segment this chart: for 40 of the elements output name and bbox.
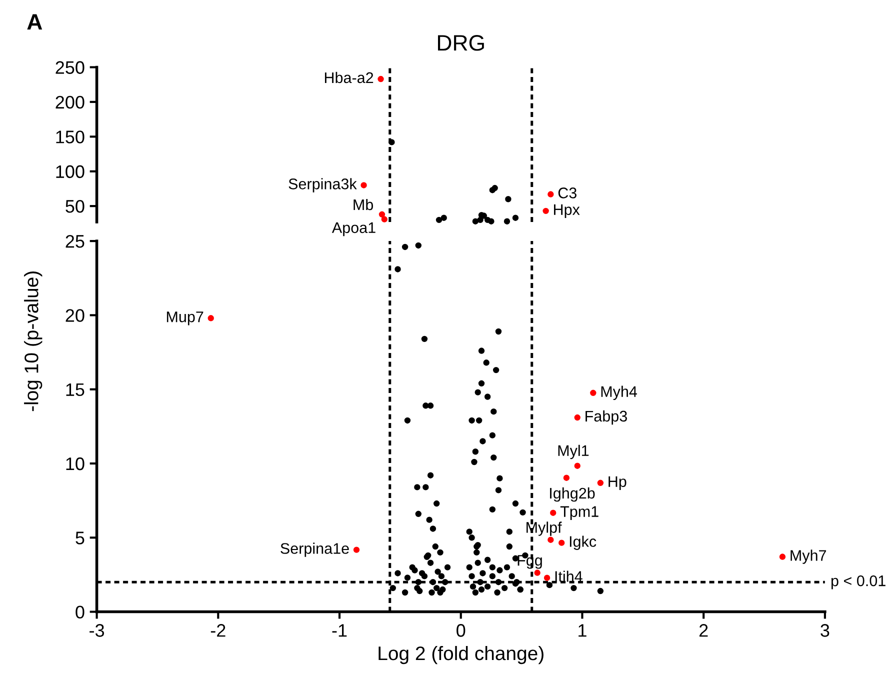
x-tick-label: 1: [578, 624, 586, 637]
annotation: C3: [558, 188, 576, 198]
annotation: Hba-a2: [324, 72, 374, 84]
annotation: Igkc: [570, 536, 596, 550]
x-tick-label: 3: [820, 624, 830, 637]
y-tick-label: 0: [76, 606, 84, 618]
y-tick-label: 5: [76, 532, 84, 544]
y-tick-label: 25: [66, 234, 84, 248]
y-tick-label: 100: [56, 165, 84, 178]
y-tick-label: 200: [56, 96, 84, 109]
annotation: Serpina3k: [288, 178, 357, 192]
x-tick-label: -1: [332, 624, 347, 637]
annotation: Ighg2b: [550, 487, 595, 502]
y-tick-label: 10: [66, 457, 84, 470]
y-tick-label: 250: [56, 61, 84, 74]
x-axis-title: Log 2 (fold change): [378, 646, 544, 664]
text: A: [27, 14, 42, 30]
x-tick-label: -2: [210, 624, 226, 637]
annotation: Apoa1: [332, 222, 376, 236]
annotation: Fabp3: [586, 410, 627, 425]
chart-title: DRG: [438, 35, 484, 51]
annotation: Myh7: [790, 550, 826, 564]
annotation: Mylpf: [526, 522, 562, 536]
y-tick-label: 50: [66, 200, 84, 213]
y-tick-label: 20: [66, 309, 84, 322]
annotation: Hp: [608, 476, 626, 490]
annotation: Myh4: [601, 386, 638, 400]
y-tick-label: 15: [66, 383, 84, 396]
y-tick-label: 150: [56, 130, 84, 144]
x-tick-label: -3: [90, 624, 104, 637]
annotation: Myl1: [558, 444, 589, 460]
x-tick-label: 0: [456, 624, 466, 637]
annotation: Mb: [354, 198, 374, 210]
annotation: Mup7: [166, 312, 204, 326]
y-axis-title: -log 10 (p-value): [24, 272, 42, 412]
ref-line-label: p < 0.01: [831, 575, 886, 590]
x-tick-label: 2: [699, 624, 708, 637]
annotation: Serpina1e: [280, 542, 349, 557]
annotation: Hpx: [554, 204, 580, 218]
annotation: Tpm1: [560, 506, 598, 520]
